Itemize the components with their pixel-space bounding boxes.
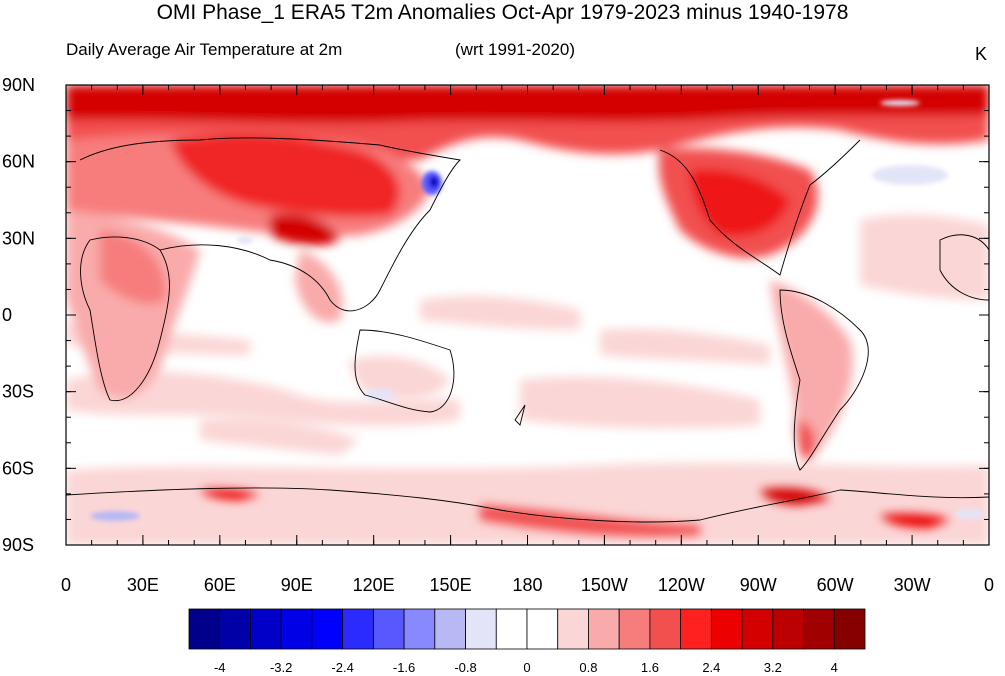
lon-tick-label: 90E <box>281 575 313 595</box>
lon-tick-label: 180 <box>512 575 542 595</box>
colorbar-swatch <box>311 608 344 650</box>
lon-tick-label: 60E <box>204 575 236 595</box>
colorbar-swatch <box>833 608 866 650</box>
colorbar-label: -1.6 <box>393 660 415 675</box>
colorbar-swatch <box>588 608 620 650</box>
colorbar-swatch <box>803 608 835 650</box>
lon-tick-label: 150W <box>581 575 628 595</box>
colorbar-swatch <box>434 608 466 650</box>
lon-tick-label: 150E <box>430 575 472 595</box>
cold-anomaly-regions <box>90 100 985 521</box>
lon-tick-label: 30W <box>894 575 931 595</box>
variable-subtitle: Daily Average Air Temperature at 2m <box>66 40 343 59</box>
colorbar-swatch <box>772 608 804 650</box>
lon-tick-label: 0 <box>984 575 994 595</box>
lat-tick-label: 30N <box>2 228 35 248</box>
lon-tick-label: 90W <box>740 575 777 595</box>
colorbar-swatch <box>280 608 313 650</box>
reference-period-subtitle: (wrt 1991-2020) <box>455 40 576 59</box>
colorbar-swatch <box>219 608 251 650</box>
colorbar-swatch <box>710 608 743 650</box>
lat-tick-label: 60S <box>2 458 34 478</box>
colorbar-label: -4 <box>214 660 226 675</box>
colorbar-swatch <box>342 608 374 650</box>
lon-tick-label: 120E <box>353 575 395 595</box>
colorbar-swatch <box>250 608 282 650</box>
colorbar-label: -0.8 <box>454 660 476 675</box>
colorbar-label: 2.4 <box>702 660 720 675</box>
colorbar-swatch <box>526 608 559 650</box>
colorbar-swatch <box>557 608 589 650</box>
colorbar-swatch <box>741 608 774 650</box>
colorbar-label: -3.2 <box>270 660 292 675</box>
longitude-labels: 0 30E 60E 90E 120E 150E 180 150W 120W 90W 60W 30W 0 <box>61 575 994 595</box>
latitude-labels: 90N 60N 30N 0 30S 60S 90S <box>2 75 35 555</box>
lat-tick-label: 0 <box>2 305 12 325</box>
colorbar-label: 0.8 <box>579 660 597 675</box>
warm-anomaly-regions <box>66 85 989 537</box>
coastlines <box>66 137 989 523</box>
colorbar-swatch <box>618 608 651 650</box>
colorbar-swatch <box>495 608 528 650</box>
colorbar-label: -2.4 <box>331 660 353 675</box>
colorbar-label: 4 <box>831 660 838 675</box>
lat-tick-label: 90S <box>2 535 34 555</box>
colorbar-swatch <box>649 608 682 650</box>
axis-ticks <box>65 84 990 546</box>
lat-tick-label: 60N <box>2 152 35 172</box>
colorbar-label: 1.6 <box>641 660 659 675</box>
colorbar-swatch <box>403 608 436 650</box>
colorbar <box>188 608 866 650</box>
lat-tick-label: 90N <box>2 75 35 95</box>
lon-tick-label: 30E <box>127 575 159 595</box>
colorbar-swatch <box>188 608 221 650</box>
colorbar-labels: -4 -3.2 -2.4 -1.6 -0.8 0 0.8 1.6 2.4 3.2 4 <box>214 660 838 675</box>
anomaly-field <box>66 85 989 545</box>
colorbar-swatch <box>372 608 405 650</box>
colorbar-label: 3.2 <box>764 660 782 675</box>
colorbar-swatch <box>465 608 497 650</box>
lon-tick-label: 120W <box>658 575 705 595</box>
lon-tick-label: 60W <box>817 575 854 595</box>
lat-tick-label: 30S <box>2 382 34 402</box>
colorbar-swatch <box>680 608 712 650</box>
colorbar-label: 0 <box>523 660 530 675</box>
units-label: K <box>975 44 988 64</box>
map-title: OMI Phase_1 ERA5 T2m Anomalies Oct-Apr 1… <box>156 1 849 24</box>
lon-tick-label: 0 <box>61 575 71 595</box>
